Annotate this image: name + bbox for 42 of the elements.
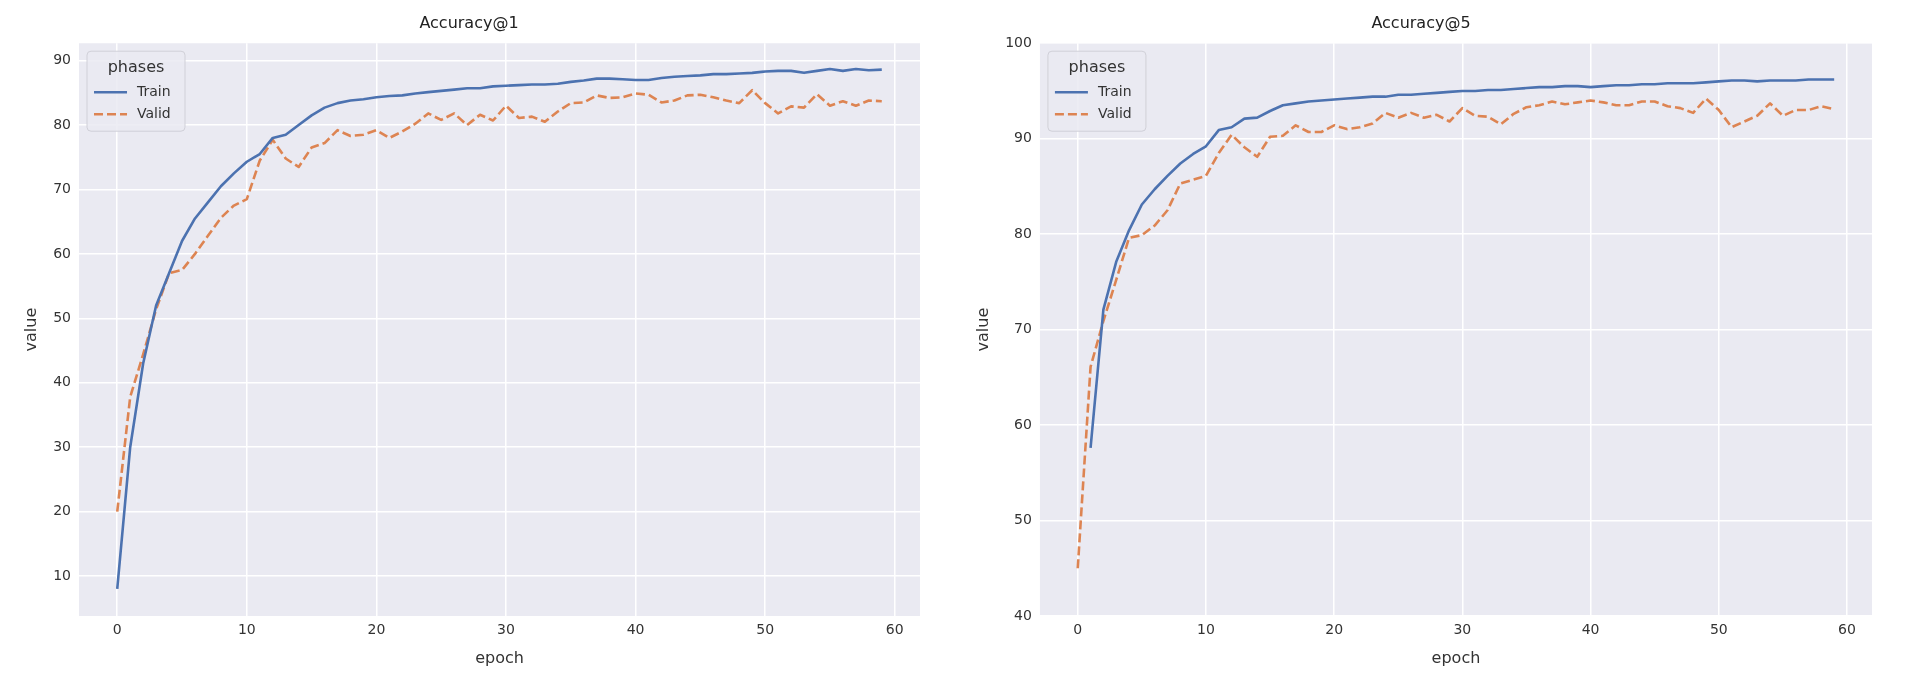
y-tick-label: 60: [1014, 415, 1032, 432]
x-tick-label: 10: [237, 621, 256, 638]
x-tick-label: 0: [1073, 621, 1083, 638]
x-tick-label: 30: [1453, 621, 1472, 638]
y-tick-label: 10: [53, 566, 72, 583]
y-tick-label: 100: [1005, 33, 1032, 50]
y-tick-label: 60: [53, 244, 72, 261]
y-tick-label: 70: [53, 180, 72, 197]
y-tick-label: 80: [53, 115, 72, 132]
x-tick-label: 40: [1581, 621, 1600, 638]
y-axis-title: value: [972, 307, 992, 352]
y-tick-label: 80: [1014, 224, 1032, 241]
y-tick-label: 90: [53, 51, 72, 68]
legend-title: phases: [1068, 57, 1126, 77]
x-tick-label: 60: [885, 621, 904, 638]
x-tick-label: 0: [112, 621, 122, 638]
x-axis-title: epoch: [475, 647, 524, 667]
chart-title: Accuracy@1: [419, 12, 519, 32]
y-tick-label: 90: [1014, 129, 1032, 146]
x-tick-label: 20: [1325, 621, 1344, 638]
y-axis-title: value: [20, 307, 40, 352]
x-axis-title: epoch: [1431, 647, 1481, 667]
chart-title: Accuracy@5: [1371, 12, 1471, 32]
x-tick-label: 50: [756, 621, 775, 638]
x-tick-label: 30: [497, 621, 515, 638]
legend-label: Valid: [137, 104, 171, 121]
x-tick-label: 50: [1709, 621, 1728, 638]
x-tick-label: 20: [367, 621, 386, 638]
legend-title: phases: [107, 57, 165, 77]
y-tick-label: 40: [1014, 606, 1032, 623]
legend-label: Valid: [1097, 104, 1132, 121]
x-tick-label: 60: [1838, 621, 1856, 638]
y-tick-label: 70: [1014, 320, 1032, 337]
y-tick-label: 30: [53, 437, 72, 454]
y-tick-label: 40: [53, 373, 72, 390]
y-tick-label: 50: [53, 308, 72, 325]
x-tick-label: 40: [626, 621, 645, 638]
y-tick-label: 50: [1014, 511, 1032, 528]
legend-label: Train: [136, 82, 171, 99]
y-tick-label: 20: [53, 502, 72, 519]
x-tick-label: 10: [1197, 621, 1215, 638]
legend-label: Train: [1096, 82, 1132, 99]
